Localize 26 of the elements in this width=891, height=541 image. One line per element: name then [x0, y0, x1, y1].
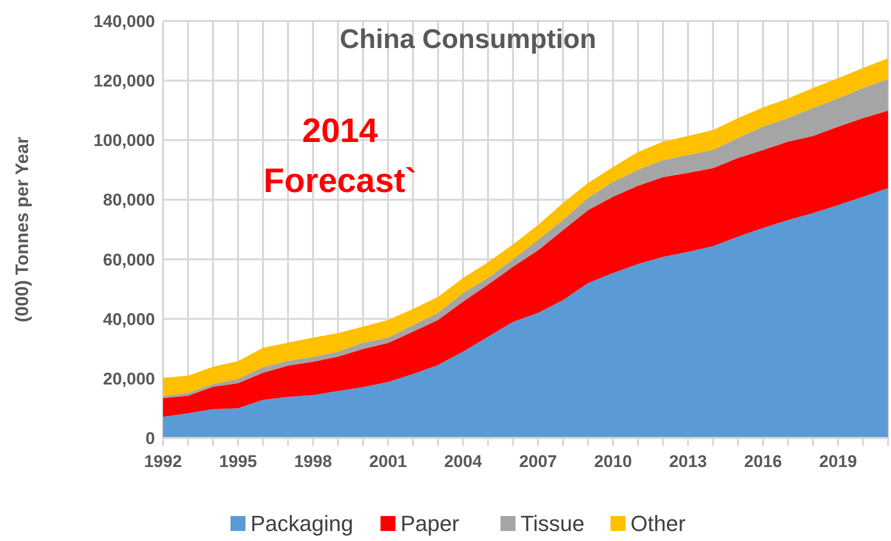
y-axis-title: (000) Tonnes per Year — [12, 136, 32, 322]
x-tick-label: 2013 — [669, 452, 707, 471]
x-tick-label: 1998 — [294, 452, 332, 471]
legend-label: Paper — [400, 511, 460, 536]
y-tick-label: 40,000 — [103, 310, 155, 329]
y-tick-label: 60,000 — [103, 250, 155, 270]
y-tick-label: 100,000 — [94, 131, 155, 150]
y-tick-label: 80,000 — [103, 190, 155, 210]
x-tick-label: 2019 — [819, 452, 857, 471]
y-tick-label: 120,000 — [94, 72, 155, 91]
legend-label: Packaging — [250, 511, 354, 536]
y-tick-label: 140,000 — [94, 12, 155, 31]
x-tick-label: 2001 — [369, 452, 407, 471]
y-tick-label: 20,000 — [103, 369, 155, 388]
x-tick-label: 2004 — [444, 452, 482, 471]
legend-label: Other — [630, 511, 686, 536]
x-tick-label: 1992 — [144, 452, 182, 471]
legend-label: Tissue — [520, 511, 584, 536]
x-tick-label: 2007 — [519, 452, 557, 471]
y-tick-label: 0 — [146, 429, 155, 448]
chart-title: China Consumption — [340, 24, 596, 54]
annotation: Forecast` — [263, 162, 417, 200]
annotation: 2014 — [302, 112, 378, 150]
x-tick-label: 2016 — [744, 452, 782, 471]
x-tick-label: 1995 — [219, 452, 257, 471]
x-tick-label: 2010 — [594, 452, 632, 471]
